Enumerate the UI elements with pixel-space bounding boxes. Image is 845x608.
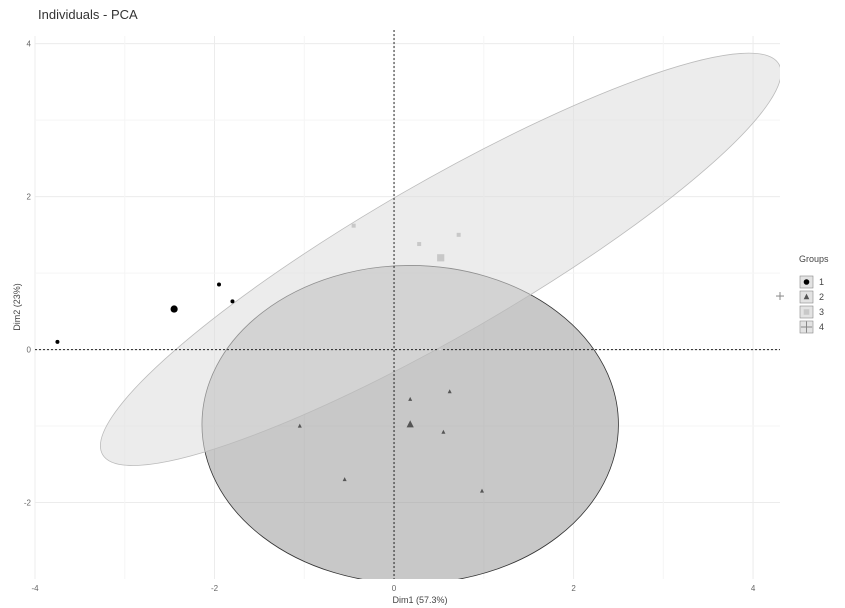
data-point-group-4 (776, 292, 784, 301)
data-point-group-3 (351, 223, 356, 228)
x-axis-title: Dim1 (57.3%) (392, 595, 447, 605)
data-point-group-1 (230, 299, 235, 304)
chart-title: Individuals - PCA (38, 7, 138, 22)
axis-ticks: -4 -2 0 2 4 -2 0 2 4 (24, 40, 756, 593)
data-points (55, 223, 784, 493)
group-mean-1 (170, 305, 178, 313)
group-mean-2 (406, 420, 414, 428)
confidence-ellipses (100, 52, 780, 579)
x-tick-label: 2 (571, 584, 576, 593)
legend-label-3: 3 (819, 307, 824, 317)
data-point-group-2 (297, 423, 302, 428)
data-point-group-2 (480, 488, 484, 493)
data-point-group-3 (456, 232, 461, 237)
data-point-group-1 (217, 282, 222, 287)
data-point-group-2 (408, 396, 413, 401)
data-point-group-3 (438, 347, 443, 352)
legend-label-1: 1 (819, 277, 824, 287)
legend-title: Groups (799, 254, 829, 264)
reference-lines (35, 30, 780, 579)
x-tick-label: 0 (392, 584, 397, 593)
y-tick-label: -2 (24, 499, 32, 508)
legend-marker-2 (803, 293, 810, 300)
data-point-group-3 (417, 242, 422, 247)
legend-marker-1 (803, 279, 810, 285)
x-tick-label: 4 (751, 584, 756, 593)
x-tick-label: -2 (211, 584, 219, 593)
y-tick-label: 4 (27, 40, 32, 49)
legend-marker-3 (803, 309, 810, 315)
data-point-group-1 (55, 339, 60, 344)
y-tick-label: 0 (27, 346, 32, 355)
legend-label-2: 2 (819, 292, 824, 302)
legend-marker-4 (800, 321, 813, 333)
data-point-group-2 (441, 429, 446, 434)
data-point-group-2 (447, 389, 452, 394)
group-mean-3 (437, 254, 445, 262)
y-tick-label: 2 (27, 193, 32, 202)
x-tick-label: -4 (31, 584, 39, 593)
data-point-group-3 (526, 332, 531, 337)
legend: Groups 1 2 3 4 (799, 254, 829, 334)
data-point-group-2 (342, 477, 347, 482)
y-axis-title: Dim2 (23%) (12, 283, 22, 331)
legend-label-4: 4 (819, 322, 824, 332)
